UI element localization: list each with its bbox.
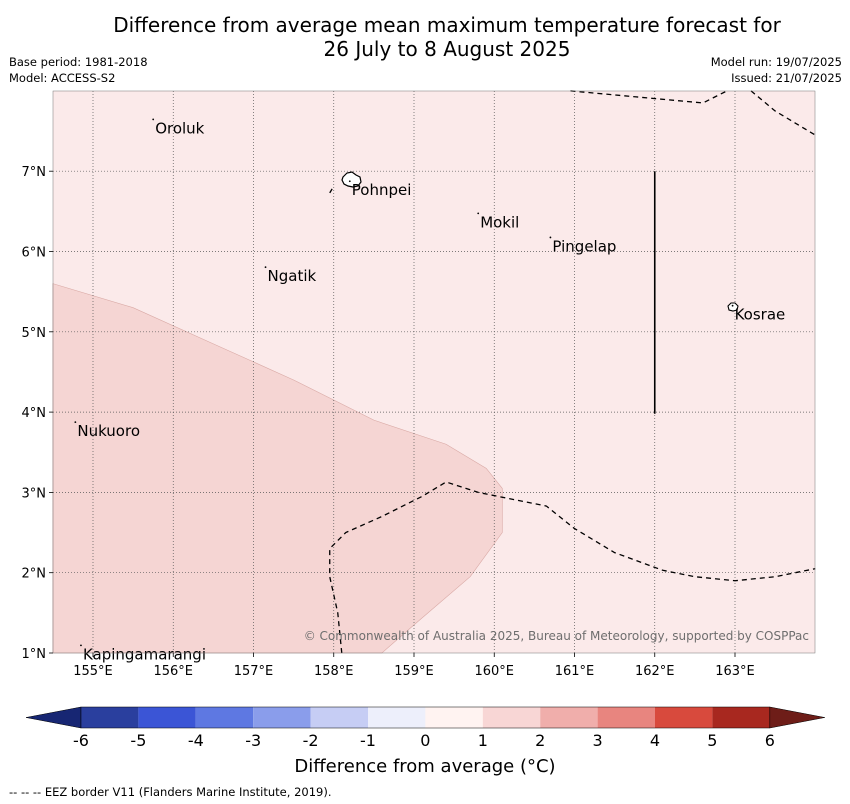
place-label-mokil: Mokil [480, 213, 519, 231]
place-label-ngatik: Ngatik [268, 267, 317, 285]
colorbar-swatch [81, 707, 139, 728]
colorbar-extend-low [25, 706, 82, 729]
island-marker [152, 118, 155, 121]
colorbar-tick-label: -4 [188, 731, 204, 750]
lon-tick-label: 162°E [635, 664, 675, 679]
base-period: Base period: 1981-2018 [9, 55, 148, 69]
lon-tick-label: 163°E [715, 664, 755, 679]
colorbar-tick-label: 3 [593, 731, 603, 750]
lat-tick-label: 4°N [22, 406, 47, 421]
title-line-2: 26 July to 8 August 2025 [323, 37, 571, 61]
colorbar-tick-label: -5 [130, 731, 146, 750]
lon-tick-label: 158°E [314, 664, 354, 679]
colorbar-swatch [425, 707, 483, 728]
eez-border [329, 188, 333, 194]
colorbar-tick-label: -1 [360, 731, 376, 750]
colorbar-label: Difference from average (°C) [294, 756, 556, 777]
colorbar-tick-label: -2 [303, 731, 319, 750]
colorbar: -6 -5 -4 -3 -2 -1 0 1 2 3 4 5 6 [25, 706, 825, 750]
colorbar-tick-label: -6 [73, 731, 89, 750]
place-label-oroluk: Oroluk [155, 119, 204, 137]
lon-tick-label: 155°E [73, 664, 113, 679]
island-marker [477, 212, 480, 215]
island-marker [549, 236, 552, 239]
colorbar-swatch [368, 707, 426, 728]
island-marker [348, 180, 351, 183]
eez-legend-note: -- -- -- EEZ border V11 (Flanders Marine… [9, 785, 332, 799]
colorbar-swatch [655, 707, 713, 728]
colorbar-tick-label: 0 [420, 731, 430, 750]
eez-border [329, 481, 816, 654]
colorbar-swatch [253, 707, 311, 728]
lat-tick-label: 1°N [22, 647, 47, 662]
lat-tick-label: 7°N [22, 165, 47, 180]
colorbar-swatch [195, 707, 254, 728]
colorbar-tick-label: 4 [650, 731, 660, 750]
issued-date: Issued: 21/07/2025 [731, 71, 842, 85]
lat-tick-label: 6°N [22, 246, 47, 261]
lat-tick-label: 2°N [22, 567, 47, 582]
model-run: Model run: 19/07/2025 [710, 55, 842, 69]
place-label-kosrae: Kosrae [735, 306, 786, 324]
eez-border [750, 90, 816, 136]
place-label-kapingamarangi: Kapingamarangi [83, 645, 206, 663]
map-title: Difference from average mean maximum tem… [0, 13, 850, 61]
map-frame [52, 90, 816, 654]
colorbar-swatch [597, 707, 655, 728]
lon-tick-label: 160°E [474, 664, 514, 679]
lon-tick-label: 156°E [153, 664, 193, 679]
copyright-text: © Commonwealth of Australia 2025, Bureau… [304, 629, 809, 643]
lat-tick-label: 3°N [22, 486, 47, 501]
colorbar-extend-high [769, 706, 825, 729]
map-layer: Oroluk Pohnpei Mokil Pingelap Ngatik Kosrae Nu… [22, 90, 816, 679]
meta-left: Base period: 1981-2018 Model: ACCESS-S2 [9, 54, 148, 86]
colorbar-swatch [138, 707, 196, 728]
lon-tick-label: 161°E [555, 664, 595, 679]
place-label-pohnpei: Pohnpei [352, 181, 412, 199]
island-marker [731, 304, 734, 307]
lon-tick-label: 157°E [234, 664, 274, 679]
place-label-pingelap: Pingelap [552, 237, 616, 255]
colorbar-tick-label: 6 [765, 731, 775, 750]
colorbar-swatch [540, 707, 598, 728]
colorbar-tick-label: 2 [535, 731, 545, 750]
colorbar-swatch [482, 707, 541, 728]
meta-right: Model run: 19/07/2025 Issued: 21/07/2025 [711, 54, 842, 86]
lat-tick-label: 5°N [22, 326, 47, 341]
title-line-1: Difference from average mean maximum tem… [113, 13, 781, 37]
colorbar-tick-label: 5 [707, 731, 717, 750]
colorbar-frame [80, 706, 771, 729]
colorbar-swatch [310, 707, 368, 728]
pohnpei-island [341, 171, 362, 188]
island-marker [74, 421, 77, 424]
kosrae-island [727, 302, 739, 312]
place-label-nukuoro: Nukuoro [77, 422, 140, 440]
model-name: Model: ACCESS-S2 [9, 71, 116, 85]
colorbar-tick-label: -3 [245, 731, 261, 750]
island-marker [264, 266, 267, 269]
colorbar-swatch [712, 707, 770, 728]
island-marker [80, 644, 82, 647]
colorbar-tick-label: 1 [478, 731, 488, 750]
lon-tick-label: 159°E [394, 664, 434, 679]
